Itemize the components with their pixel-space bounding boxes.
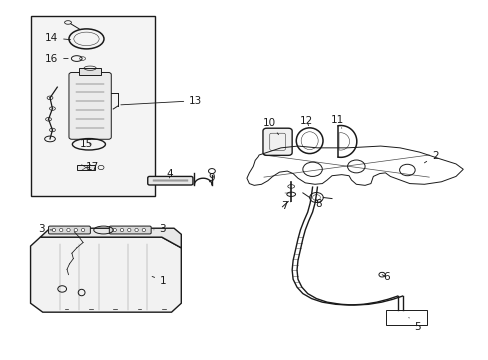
- Ellipse shape: [52, 228, 56, 231]
- Text: 14: 14: [45, 33, 70, 43]
- Ellipse shape: [60, 228, 63, 231]
- Bar: [385, 310, 426, 325]
- Text: 11: 11: [330, 115, 344, 128]
- Text: 2: 2: [424, 151, 438, 163]
- Polygon shape: [40, 228, 181, 248]
- Ellipse shape: [74, 228, 77, 231]
- FancyBboxPatch shape: [263, 128, 291, 156]
- Bar: [77, 165, 95, 170]
- Polygon shape: [30, 237, 181, 312]
- Ellipse shape: [142, 228, 145, 231]
- Ellipse shape: [302, 162, 322, 176]
- FancyBboxPatch shape: [269, 133, 285, 150]
- Ellipse shape: [347, 160, 365, 173]
- Ellipse shape: [81, 228, 84, 231]
- Text: 9: 9: [208, 173, 214, 183]
- Ellipse shape: [120, 228, 123, 231]
- FancyBboxPatch shape: [109, 226, 151, 234]
- Ellipse shape: [135, 228, 138, 231]
- Text: 12: 12: [300, 116, 313, 126]
- Ellipse shape: [67, 228, 70, 231]
- Ellipse shape: [399, 164, 414, 176]
- FancyBboxPatch shape: [69, 72, 111, 139]
- Text: 13: 13: [121, 96, 202, 106]
- Text: 17: 17: [86, 162, 99, 172]
- Text: 1: 1: [152, 276, 166, 286]
- Text: 16: 16: [45, 54, 68, 64]
- Text: 3: 3: [38, 224, 52, 234]
- Text: 15: 15: [80, 139, 93, 149]
- FancyBboxPatch shape: [147, 176, 193, 185]
- FancyBboxPatch shape: [48, 226, 90, 234]
- Bar: [30, 16, 154, 196]
- Text: 4: 4: [166, 169, 173, 179]
- Text: 5: 5: [408, 318, 420, 332]
- Text: 6: 6: [381, 272, 389, 282]
- Text: 10: 10: [263, 118, 278, 135]
- Text: 8: 8: [314, 199, 321, 209]
- Text: 7: 7: [281, 201, 290, 211]
- Ellipse shape: [113, 228, 116, 231]
- Text: 3: 3: [154, 224, 166, 234]
- Bar: [79, 68, 101, 75]
- Ellipse shape: [127, 228, 131, 231]
